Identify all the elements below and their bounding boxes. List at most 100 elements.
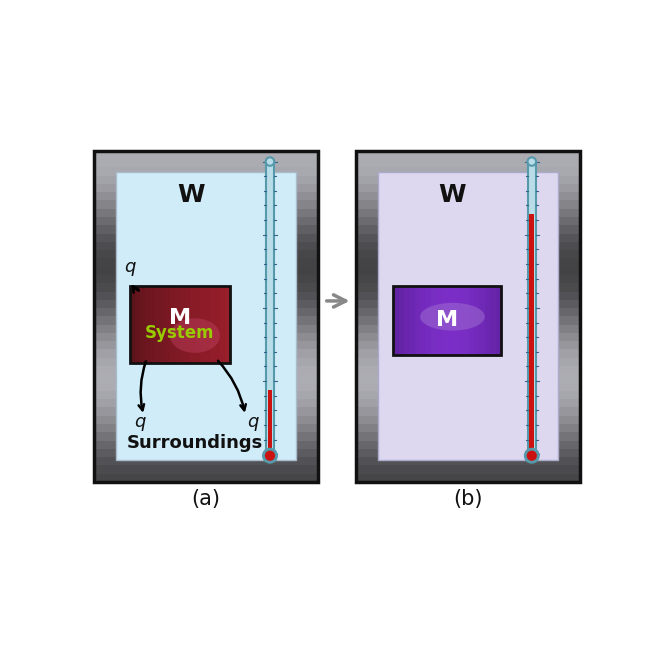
- Bar: [170, 285, 176, 362]
- Bar: [393, 285, 501, 355]
- Bar: [94, 407, 318, 415]
- Bar: [356, 151, 580, 482]
- Bar: [94, 151, 318, 482]
- Bar: [447, 285, 453, 355]
- Bar: [94, 374, 318, 382]
- Bar: [94, 316, 318, 325]
- Bar: [356, 217, 580, 225]
- Bar: [404, 285, 410, 355]
- Bar: [155, 285, 161, 362]
- Bar: [415, 285, 421, 355]
- Bar: [356, 341, 580, 349]
- Bar: [94, 167, 318, 175]
- Bar: [94, 241, 318, 250]
- Bar: [130, 285, 230, 362]
- Bar: [356, 267, 580, 275]
- Bar: [356, 473, 580, 482]
- Bar: [410, 285, 415, 355]
- Ellipse shape: [420, 303, 485, 331]
- Bar: [94, 217, 318, 225]
- Bar: [530, 214, 534, 454]
- Bar: [356, 308, 580, 316]
- Text: (a): (a): [192, 489, 220, 509]
- Bar: [356, 167, 580, 175]
- Bar: [356, 432, 580, 441]
- Bar: [463, 285, 469, 355]
- Bar: [205, 285, 211, 362]
- Bar: [495, 285, 501, 355]
- Bar: [442, 285, 447, 355]
- Bar: [356, 333, 580, 341]
- Bar: [356, 250, 580, 258]
- Bar: [94, 300, 318, 308]
- Bar: [94, 349, 318, 358]
- Bar: [180, 285, 185, 362]
- Ellipse shape: [170, 318, 220, 353]
- Bar: [356, 258, 580, 267]
- Bar: [474, 285, 480, 355]
- Ellipse shape: [266, 157, 274, 166]
- Bar: [356, 316, 580, 325]
- Bar: [485, 285, 491, 355]
- Bar: [490, 285, 496, 355]
- Bar: [356, 200, 580, 209]
- Circle shape: [526, 450, 538, 462]
- Bar: [469, 285, 474, 355]
- Bar: [356, 150, 580, 159]
- Bar: [94, 150, 318, 159]
- Bar: [94, 357, 318, 366]
- Ellipse shape: [528, 157, 536, 166]
- Bar: [94, 324, 318, 333]
- Bar: [94, 233, 318, 242]
- Bar: [356, 291, 580, 300]
- Bar: [356, 283, 580, 292]
- Text: q: q: [124, 258, 135, 276]
- Bar: [185, 285, 190, 362]
- Bar: [426, 285, 432, 355]
- Bar: [356, 192, 580, 201]
- Bar: [94, 283, 318, 292]
- Bar: [145, 285, 150, 362]
- Bar: [458, 285, 463, 355]
- Text: (b): (b): [453, 489, 482, 509]
- Bar: [356, 366, 580, 374]
- Text: q: q: [134, 413, 145, 431]
- Bar: [220, 285, 226, 362]
- Text: M: M: [436, 310, 458, 330]
- Bar: [140, 285, 145, 362]
- Bar: [94, 159, 318, 168]
- Text: System: System: [145, 324, 214, 342]
- Bar: [356, 407, 580, 415]
- Bar: [94, 225, 318, 234]
- Bar: [480, 285, 485, 355]
- Text: W: W: [177, 184, 205, 208]
- Bar: [356, 457, 580, 465]
- Bar: [356, 415, 580, 424]
- Bar: [356, 399, 580, 408]
- Bar: [94, 184, 318, 192]
- Bar: [94, 308, 318, 316]
- Bar: [190, 285, 195, 362]
- Bar: [94, 399, 318, 408]
- Bar: [356, 159, 580, 168]
- Bar: [356, 184, 580, 192]
- Bar: [94, 192, 318, 201]
- Bar: [393, 285, 501, 355]
- Bar: [393, 285, 399, 355]
- Bar: [210, 285, 215, 362]
- Bar: [94, 274, 318, 283]
- Bar: [130, 285, 230, 362]
- Bar: [94, 258, 318, 267]
- Bar: [356, 208, 580, 217]
- Bar: [356, 233, 580, 242]
- Bar: [356, 274, 580, 283]
- Text: W: W: [439, 184, 466, 208]
- Bar: [378, 172, 558, 460]
- Bar: [94, 341, 318, 349]
- Bar: [356, 390, 580, 399]
- Bar: [94, 382, 318, 391]
- Bar: [356, 225, 580, 234]
- Bar: [356, 465, 580, 474]
- Text: M: M: [169, 308, 191, 328]
- Bar: [165, 285, 170, 362]
